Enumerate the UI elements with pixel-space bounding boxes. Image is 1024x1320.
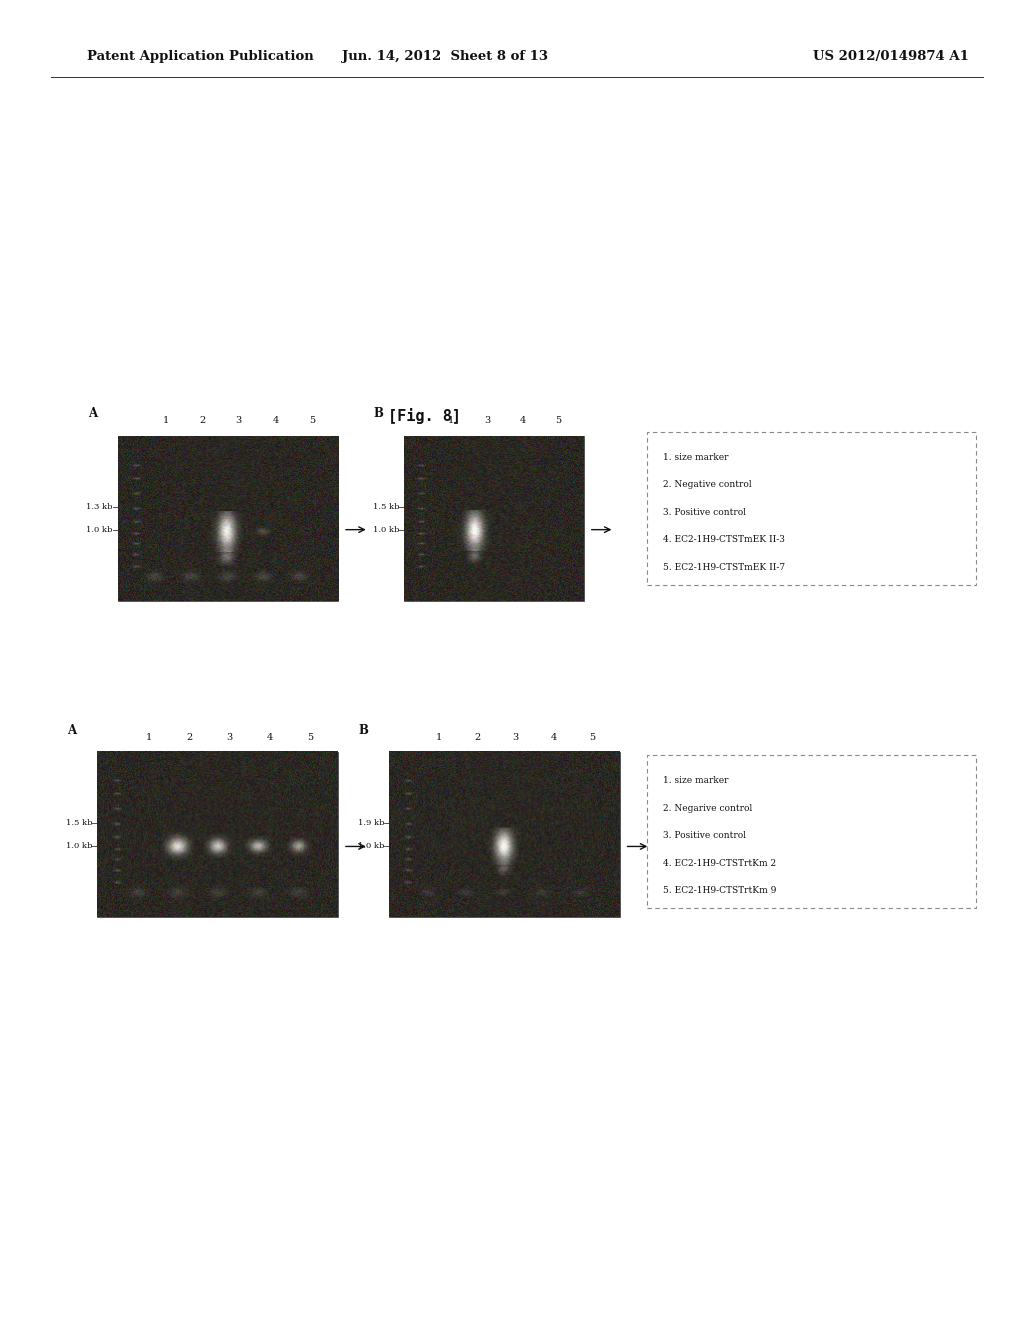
Text: 1. size marker: 1. size marker xyxy=(663,453,728,462)
Text: B: B xyxy=(374,407,384,420)
Text: 5. EC2-1H9-CTSTrtKm 9: 5. EC2-1H9-CTSTrtKm 9 xyxy=(663,886,776,895)
Text: 1.0 kb: 1.0 kb xyxy=(86,525,113,533)
Text: US 2012/0149874 A1: US 2012/0149874 A1 xyxy=(813,50,969,63)
Text: B: B xyxy=(358,723,369,737)
Text: 3. Positive control: 3. Positive control xyxy=(663,832,745,841)
Text: 4. EC2-1H9-CTSTmEK II-3: 4. EC2-1H9-CTSTmEK II-3 xyxy=(663,535,784,544)
Text: [Fig. 8]: [Fig. 8] xyxy=(388,408,462,424)
Text: A: A xyxy=(68,723,76,737)
Text: 4: 4 xyxy=(272,416,279,425)
Text: 2: 2 xyxy=(199,416,205,425)
Text: 3: 3 xyxy=(513,733,519,742)
Text: 5. EC2-1H9-CTSTmEK II-7: 5. EC2-1H9-CTSTmEK II-7 xyxy=(663,562,784,572)
Bar xyxy=(404,436,584,601)
Bar xyxy=(389,752,620,917)
Text: 5: 5 xyxy=(556,416,561,425)
Text: 2: 2 xyxy=(474,733,480,742)
Text: 5: 5 xyxy=(307,733,313,742)
Text: 1.0 kb: 1.0 kb xyxy=(357,842,384,850)
Text: 1: 1 xyxy=(436,733,442,742)
Text: Jun. 14, 2012  Sheet 8 of 13: Jun. 14, 2012 Sheet 8 of 13 xyxy=(342,50,549,63)
Text: 3. Positive control: 3. Positive control xyxy=(663,508,745,517)
Text: 4: 4 xyxy=(266,733,272,742)
Text: 4: 4 xyxy=(551,733,557,742)
Text: 1.3 kb: 1.3 kb xyxy=(86,503,113,511)
FancyBboxPatch shape xyxy=(647,432,976,585)
Text: 2. Negative control: 2. Negative control xyxy=(663,480,752,490)
Text: 1.5 kb: 1.5 kb xyxy=(66,820,92,828)
Text: 1.0 kb: 1.0 kb xyxy=(66,842,92,850)
Text: 2. Negarive control: 2. Negarive control xyxy=(663,804,752,813)
Text: 2: 2 xyxy=(186,733,193,742)
Text: 1.9 kb: 1.9 kb xyxy=(357,820,384,828)
FancyBboxPatch shape xyxy=(647,755,976,908)
Text: 1: 1 xyxy=(163,416,169,425)
Text: 5: 5 xyxy=(590,733,596,742)
Text: 3: 3 xyxy=(226,733,232,742)
Text: 5: 5 xyxy=(309,416,315,425)
Bar xyxy=(97,752,338,917)
Text: 4. EC2-1H9-CTSTrtKm 2: 4. EC2-1H9-CTSTrtKm 2 xyxy=(663,858,775,867)
Text: 1. size marker: 1. size marker xyxy=(663,776,728,785)
Text: 3: 3 xyxy=(483,416,490,425)
Text: 1.0 kb: 1.0 kb xyxy=(373,525,399,533)
Text: 4: 4 xyxy=(519,416,526,425)
Text: 1.5 kb: 1.5 kb xyxy=(373,503,399,511)
Text: 1: 1 xyxy=(447,416,455,425)
Text: A: A xyxy=(88,407,96,420)
Bar xyxy=(118,436,338,601)
Text: 3: 3 xyxy=(236,416,242,425)
Text: 1: 1 xyxy=(146,733,153,742)
Text: Patent Application Publication: Patent Application Publication xyxy=(87,50,313,63)
